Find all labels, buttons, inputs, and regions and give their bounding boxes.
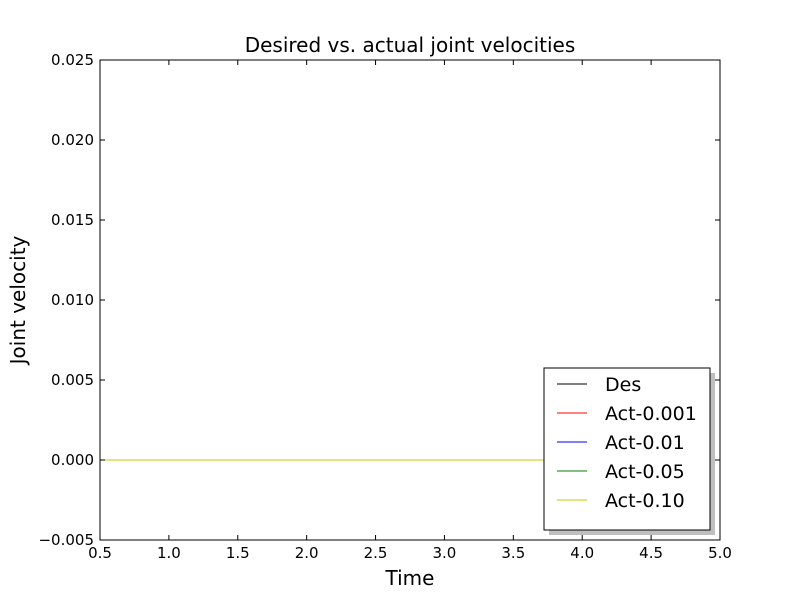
x-tick-label: 0.5: [88, 544, 112, 562]
plot-frame: [99, 59, 721, 541]
y-tick-label: 0.005: [51, 371, 94, 389]
legend-label: Act-0.001: [605, 403, 697, 425]
x-tick-label: 2.0: [295, 544, 319, 562]
x-tick-label: 3.5: [501, 544, 525, 562]
y-axis-label: Joint velocity: [6, 235, 30, 366]
chart-title: Desired vs. actual joint velocities: [245, 33, 576, 57]
x-tick-label: 4.5: [639, 544, 663, 562]
x-tick-label: 5.0: [708, 544, 732, 562]
x-tick-label: 3.0: [433, 544, 457, 562]
y-tick-label: −0.005: [38, 531, 94, 549]
y-tick-label: 0.000: [51, 451, 94, 469]
legend-label: Act-0.01: [605, 432, 685, 454]
legend: Des Act-0.001 Act-0.01 Act-0.05 Act-0.10: [543, 367, 715, 535]
x-tick-label: 4.0: [570, 544, 594, 562]
x-tick-label: 1.0: [157, 544, 181, 562]
x-axis-label: Time: [385, 566, 435, 590]
legend-label: Des: [605, 374, 641, 396]
legend-label: Act-0.05: [605, 461, 685, 483]
y-tick-label: 0.020: [51, 131, 94, 149]
legend-label: Act-0.10: [605, 490, 685, 512]
y-tick-label: 0.025: [51, 51, 94, 69]
x-tick-label: 2.5: [364, 544, 388, 562]
legend-box: [543, 367, 711, 531]
x-tick-label: 1.5: [226, 544, 250, 562]
ticks-layer: 0.5 1.0 1.5 2.0 2.5 3.0 3.5 4.0 4.5 5.0 −0.005 0.00…: [38, 51, 731, 562]
y-tick-label: 0.010: [51, 291, 94, 309]
y-tick-label: 0.015: [51, 211, 94, 229]
